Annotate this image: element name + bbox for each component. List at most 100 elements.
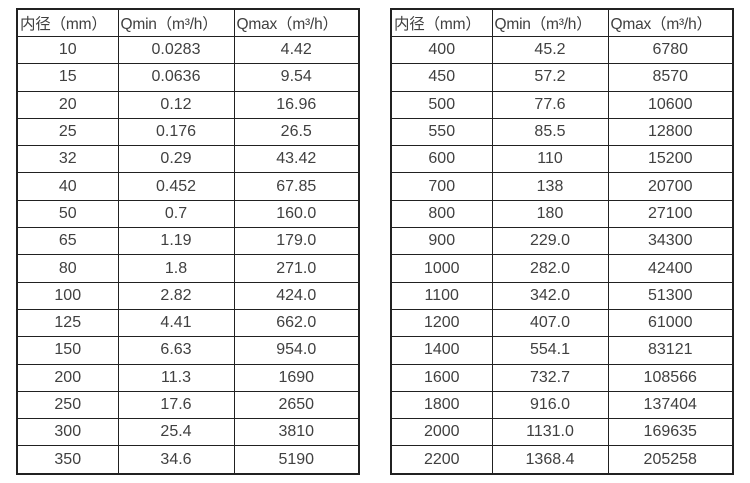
table-cell: 25: [16, 117, 119, 147]
table-cell: 125: [16, 308, 119, 338]
table-cell: 80: [16, 254, 119, 283]
table-cell: 1690: [233, 363, 360, 392]
table-cell: 1368.4: [491, 445, 609, 475]
table-cell: 0.176: [117, 117, 235, 147]
table-cell: 11.3: [117, 363, 235, 392]
table-row: 350 34.6 5190: [16, 445, 360, 475]
table-cell: 150: [16, 336, 119, 365]
table-cell: 900: [390, 227, 493, 256]
flow-spec-table-small-diameters: 内径（mm） Qmin（m³/h） Qmax（m³/h） 10 0.0283 4.42 1…: [16, 8, 360, 475]
table-row: 600 110 15200: [390, 145, 734, 174]
table-cell: 77.6: [491, 90, 609, 119]
table-cell: 2200: [390, 445, 493, 475]
table-row: 550 85.5 12800: [390, 117, 734, 147]
table-cell: 16.96: [233, 90, 360, 119]
table-cell: 1.19: [117, 227, 235, 256]
table-cell: 0.29: [117, 145, 235, 174]
table-cell: 12800: [607, 117, 734, 147]
table-row: 300 25.4 3810: [16, 418, 360, 447]
table-cell: 1131.0: [491, 418, 609, 447]
table-cell: 32: [16, 145, 119, 174]
table-cell: 27100: [607, 199, 734, 229]
table-cell: 250: [16, 390, 119, 420]
table-cell: 15: [16, 63, 119, 92]
table-cell: 1.8: [117, 254, 235, 283]
table-cell: 67.85: [233, 172, 360, 201]
table-cell: 0.0283: [117, 35, 235, 65]
table-cell: 100: [16, 281, 119, 310]
table-cell: 229.0: [491, 227, 609, 256]
spec-table-container-right: 内径（mm） Qmin（m³/h） Qmax（m³/h） 400 45.2 6780 45…: [390, 8, 734, 475]
column-header: 内径（mm）: [16, 8, 119, 37]
table-cell: 550: [390, 117, 493, 147]
table-row: 25 0.176 26.5: [16, 117, 360, 147]
table-cell: 25.4: [117, 418, 235, 447]
table-row: 2200 1368.4 205258: [390, 445, 734, 475]
table-row: 100 2.82 424.0: [16, 281, 360, 310]
table-cell: 1800: [390, 390, 493, 420]
table-cell: 51300: [607, 281, 734, 310]
column-header: Qmin（m³/h）: [491, 8, 609, 37]
table-row: 2000 1131.0 169635: [390, 418, 734, 447]
table-row: 250 17.6 2650: [16, 390, 360, 420]
table-cell: 138: [491, 172, 609, 201]
table-row: 1800 916.0 137404: [390, 390, 734, 420]
table-cell: 8570: [607, 63, 734, 92]
table-cell: 61000: [607, 308, 734, 338]
table-cell: 400: [390, 35, 493, 65]
table-cell: 916.0: [491, 390, 609, 420]
table-cell: 9.54: [233, 63, 360, 92]
table-cell: 20700: [607, 172, 734, 201]
table-row: 700 138 20700: [390, 172, 734, 201]
table-cell: 10: [16, 35, 119, 65]
table-row: 20 0.12 16.96: [16, 90, 360, 119]
table-cell: 17.6: [117, 390, 235, 420]
table-cell: 43.42: [233, 145, 360, 174]
table-cell: 300: [16, 418, 119, 447]
table-cell: 65: [16, 227, 119, 256]
column-header: Qmin（m³/h）: [117, 8, 235, 37]
table-cell: 205258: [607, 445, 734, 475]
table-row: 200 11.3 1690: [16, 363, 360, 392]
table-header-row: 内径（mm） Qmin（m³/h） Qmax（m³/h）: [16, 8, 360, 37]
table-cell: 200: [16, 363, 119, 392]
table-cell: 34.6: [117, 445, 235, 475]
column-header: Qmax（m³/h）: [233, 8, 360, 37]
spec-table-container-left: 内径（mm） Qmin（m³/h） Qmax（m³/h） 10 0.0283 4.42 1…: [16, 8, 360, 475]
table-cell: 407.0: [491, 308, 609, 338]
table-row: 1000 282.0 42400: [390, 254, 734, 283]
table-row: 500 77.6 10600: [390, 90, 734, 119]
column-header: Qmax（m³/h）: [607, 8, 734, 37]
table-cell: 0.7: [117, 199, 235, 229]
table-cell: 110: [491, 145, 609, 174]
table-cell: 282.0: [491, 254, 609, 283]
table-cell: 169635: [607, 418, 734, 447]
table-row: 125 4.41 662.0: [16, 308, 360, 338]
table-cell: 85.5: [491, 117, 609, 147]
table-row: 450 57.2 8570: [390, 63, 734, 92]
table-cell: 10600: [607, 90, 734, 119]
table-cell: 108566: [607, 363, 734, 392]
table-cell: 160.0: [233, 199, 360, 229]
table-cell: 1400: [390, 336, 493, 365]
table-cell: 5190: [233, 445, 360, 475]
table-row: 65 1.19 179.0: [16, 227, 360, 256]
table-cell: 271.0: [233, 254, 360, 283]
table-row: 80 1.8 271.0: [16, 254, 360, 283]
table-cell: 1100: [390, 281, 493, 310]
table-cell: 179.0: [233, 227, 360, 256]
table-cell: 15200: [607, 145, 734, 174]
table-cell: 342.0: [491, 281, 609, 310]
table-cell: 424.0: [233, 281, 360, 310]
table-cell: 1000: [390, 254, 493, 283]
table-cell: 2000: [390, 418, 493, 447]
table-cell: 554.1: [491, 336, 609, 365]
table-cell: 6780: [607, 35, 734, 65]
table-cell: 1200: [390, 308, 493, 338]
table-cell: 6.63: [117, 336, 235, 365]
table-cell: 57.2: [491, 63, 609, 92]
table-cell: 3810: [233, 418, 360, 447]
table-cell: 137404: [607, 390, 734, 420]
table-row: 400 45.2 6780: [390, 35, 734, 65]
table-cell: 26.5: [233, 117, 360, 147]
